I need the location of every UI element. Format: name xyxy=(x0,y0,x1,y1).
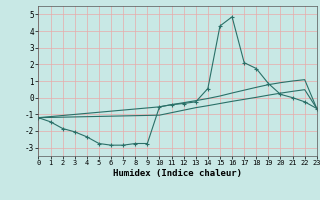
X-axis label: Humidex (Indice chaleur): Humidex (Indice chaleur) xyxy=(113,169,242,178)
